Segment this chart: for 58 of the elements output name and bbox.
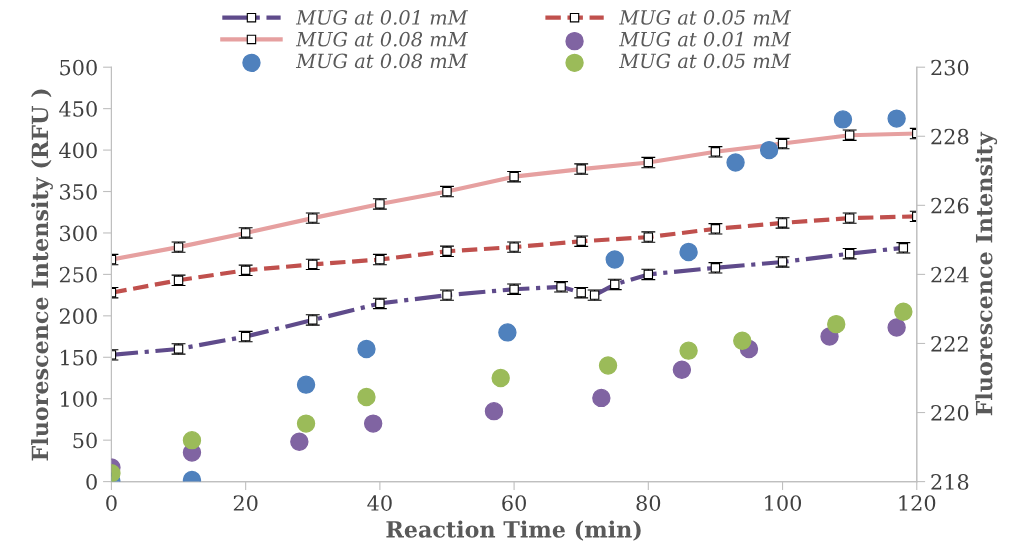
x-tick-label: 0 [106,495,117,511]
point [672,360,692,379]
point [759,140,779,160]
y2-axis-title: Fluorescence Intensity [975,131,998,416]
point [598,356,618,375]
y-tick-label: 0 [86,474,97,490]
legend-label: MUG at 0.01 mM [295,10,469,25]
legend-label: MUG at 0.08 mM [295,53,469,69]
point [726,153,745,172]
x-tick-label: 120 [899,495,936,511]
legend-label: MUG at 0.08 mM [295,31,469,47]
y-tick-label: 100 [61,391,97,407]
point [679,242,698,262]
point [357,387,376,407]
point [733,331,752,350]
y2-tick-label: 226 [931,197,969,214]
y-tick-label: 250 [59,266,97,283]
point [894,302,913,321]
point [827,314,846,334]
x-tick-label: 20 [233,495,258,511]
point [484,401,504,421]
point [491,368,510,388]
y2-tick-label: 222 [931,335,968,352]
point [357,339,376,359]
y-tick-label: 500 [60,59,97,76]
y2-tick-label: 224 [931,266,969,283]
point [296,414,316,433]
y-tick-label: 200 [59,308,97,325]
point [498,323,517,342]
point [887,318,906,337]
y-tick-label: 50 [73,432,97,449]
y2-tick-label: 218 [931,474,969,490]
x-tick-label: 60 [502,495,526,511]
y-tick-label: 450 [59,101,97,117]
legend-label: MUG at 0.05 mM [618,53,792,69]
y2-tick-label: 220 [931,404,969,421]
y-tick-label: 300 [60,225,97,242]
point [296,375,316,394]
x-tick-label: 40 [367,495,392,511]
x-tick-label: 100 [765,495,802,511]
legend-label: MUG at 0.01 mM [618,31,792,47]
point [605,250,624,269]
y-tick-label: 150 [61,349,97,366]
point [363,414,383,433]
y2-tick-label: 228 [931,128,969,145]
point [833,110,853,129]
y-tick-label: 350 [60,183,97,200]
point [887,109,906,128]
legend-label: MUG at 0.05 mM [618,10,792,25]
point [592,388,611,408]
point [679,341,698,360]
point [182,430,202,450]
point [290,432,309,452]
y-tick-label: 400 [59,142,97,159]
y-axis-title: Fluorescence Intensity (RFU ) [31,89,53,461]
x-tick-label: 80 [636,495,661,511]
y2-tick-label: 230 [931,59,969,76]
x-axis-title: Reaction Time (min) [386,520,641,541]
